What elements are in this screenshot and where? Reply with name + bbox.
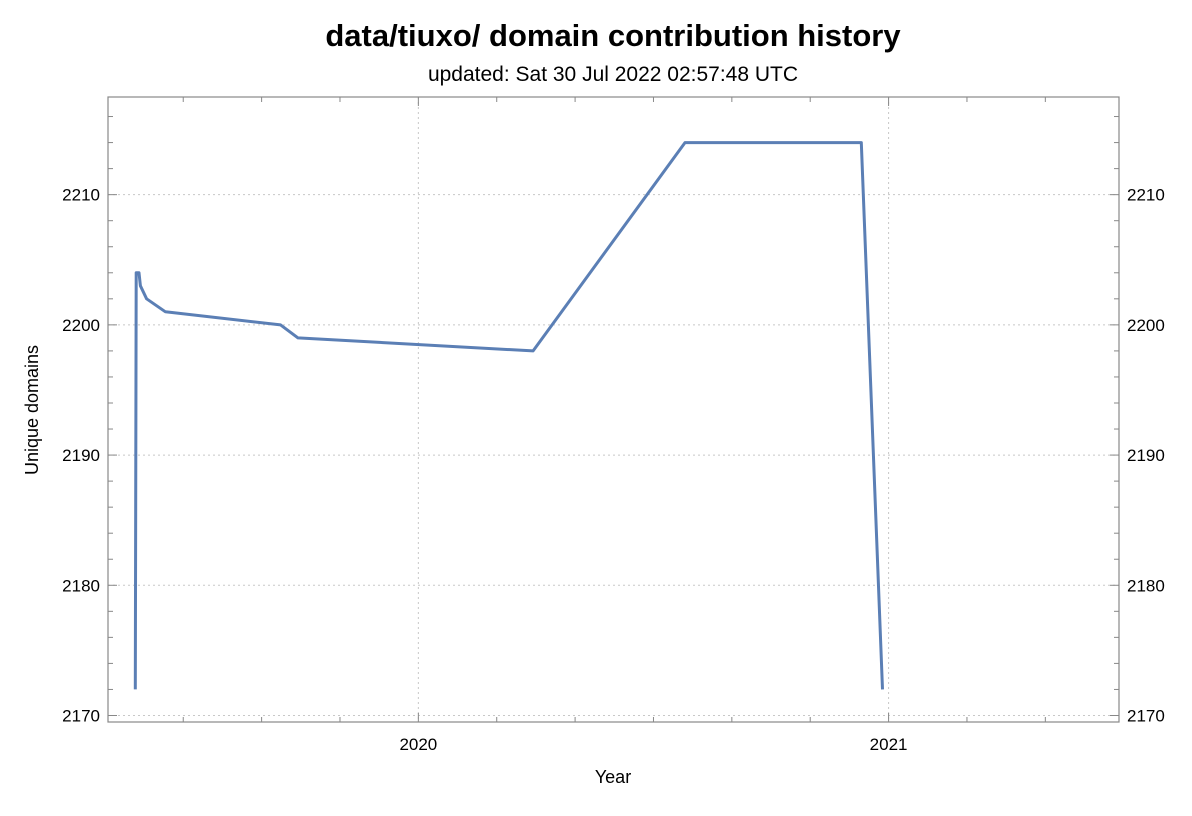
y-tick-label-right: 2180	[1127, 576, 1165, 595]
series-layer	[133, 141, 884, 690]
y-tick-label-right: 2190	[1127, 446, 1165, 465]
chart-subtitle: updated: Sat 30 Jul 2022 02:57:48 UTC	[428, 63, 798, 86]
y-tick-label: 2190	[62, 446, 100, 465]
y-tick-label-right: 2210	[1127, 186, 1165, 205]
series-line	[133, 141, 884, 690]
tick-labels: 2170 2170 2180 2180 2190 2190 2200 2200 2210 2210…	[62, 186, 1165, 754]
y-tick-label: 2210	[62, 186, 100, 205]
x-tick-label: 2020	[399, 735, 437, 754]
axis-ticks	[108, 97, 1119, 722]
y-tick-label: 2170	[62, 706, 100, 725]
plot-frame	[107, 96, 1120, 723]
y-tick-label-right: 2170	[1127, 706, 1165, 725]
y-tick-label-right: 2200	[1127, 316, 1165, 335]
chart-title: data/tiuxo/ domain contribution history	[325, 18, 901, 53]
x-axis-label: Year	[595, 767, 631, 787]
y-axis-label: Unique domains	[22, 345, 42, 475]
y-tick-label: 2200	[62, 316, 100, 335]
y-tick-label: 2180	[62, 576, 100, 595]
grid-lines	[108, 97, 1119, 722]
x-tick-label: 2021	[870, 735, 908, 754]
